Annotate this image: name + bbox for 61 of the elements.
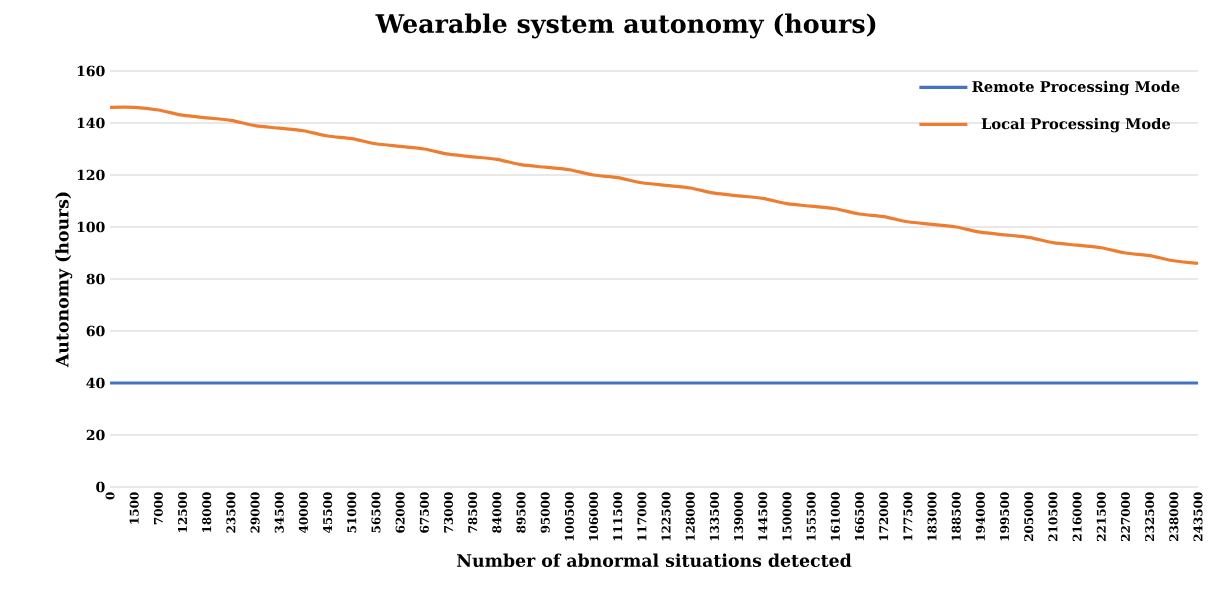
x-tick-label: 199500 xyxy=(1000,492,1010,541)
y-tick-label: 40 xyxy=(86,377,105,389)
x-tick-label: 122500 xyxy=(661,492,671,541)
y-tick-label: 120 xyxy=(77,169,105,181)
x-tick-label: 18000 xyxy=(202,492,212,532)
x-tick-label: 117000 xyxy=(637,492,647,541)
legend-label: Remote Processing Mode xyxy=(972,80,1180,96)
y-tick-label: 60 xyxy=(86,325,105,337)
x-tick-label: 51000 xyxy=(347,492,357,533)
x-tick-label: 40000 xyxy=(298,492,308,533)
x-tick-label: 34500 xyxy=(274,492,284,533)
x-tick-label: 0 xyxy=(105,492,115,500)
x-tick-label: 150000 xyxy=(782,492,792,541)
x-tick-label: 155500 xyxy=(806,492,816,541)
x-tick-label: 128000 xyxy=(685,492,695,541)
x-tick-label: 183000 xyxy=(927,492,937,541)
x-tick-label: 23500 xyxy=(226,492,236,533)
x-tick-label: 161000 xyxy=(830,492,840,541)
x-tick-label: 12500 xyxy=(178,492,188,532)
y-tick-label: 20 xyxy=(86,429,105,441)
x-tick-label: 7000 xyxy=(153,492,163,525)
x-tick-label: 177500 xyxy=(903,492,913,541)
legend-label: Local Processing Mode xyxy=(981,117,1171,133)
y-tick-label: 140 xyxy=(77,117,105,129)
x-tick-label: 133500 xyxy=(709,492,719,541)
x-tick-label: 243500 xyxy=(1193,492,1203,541)
x-tick-label: 45500 xyxy=(323,492,333,533)
x-tick-label: 67500 xyxy=(419,492,429,533)
x-axis-title: Number of abnormal situations detected xyxy=(456,553,852,568)
x-tick-label: 84000 xyxy=(492,492,502,533)
x-tick-label: 166500 xyxy=(854,492,865,541)
x-tick-label: 78500 xyxy=(468,492,478,533)
y-tick-label: 0 xyxy=(96,481,105,493)
x-tick-label: 227000 xyxy=(1120,492,1130,541)
x-tick-label: 139000 xyxy=(734,492,744,541)
chart-title: Wearable system autonomy (hours) xyxy=(375,13,876,39)
y-tick-label: 160 xyxy=(77,65,105,77)
x-tick-label: 238000 xyxy=(1169,492,1179,541)
x-tick-label: 1500 xyxy=(129,492,139,524)
x-tick-label: 56500 xyxy=(371,492,381,533)
x-tick-label: 194000 xyxy=(975,492,985,541)
y-tick-label: 80 xyxy=(86,273,105,285)
x-tick-label: 89500 xyxy=(516,492,526,533)
x-tick-label: 100500 xyxy=(564,492,574,541)
x-tick-label: 210500 xyxy=(1048,492,1058,541)
x-tick-label: 232500 xyxy=(1145,492,1155,541)
x-tick-label: 106000 xyxy=(589,492,599,541)
x-tick-label: 172000 xyxy=(879,492,889,541)
x-tick-label: 188500 xyxy=(951,492,961,541)
x-tick-label: 29000 xyxy=(250,492,260,533)
x-tick-label: 216000 xyxy=(1072,492,1082,541)
line-series xyxy=(110,105,1198,265)
y-tick-label: 100 xyxy=(77,221,105,233)
x-tick-label: 205000 xyxy=(1024,492,1034,541)
x-tick-label: 221500 xyxy=(1096,492,1106,541)
x-tick-label: 62000 xyxy=(395,492,405,533)
y-axis-title: Autonomy (hours) xyxy=(55,192,73,368)
x-tick-label: 144500 xyxy=(758,492,768,541)
x-tick-label: 111500 xyxy=(613,492,623,541)
x-tick-label: 73000 xyxy=(443,492,454,533)
x-tick-label: 95000 xyxy=(540,492,550,533)
